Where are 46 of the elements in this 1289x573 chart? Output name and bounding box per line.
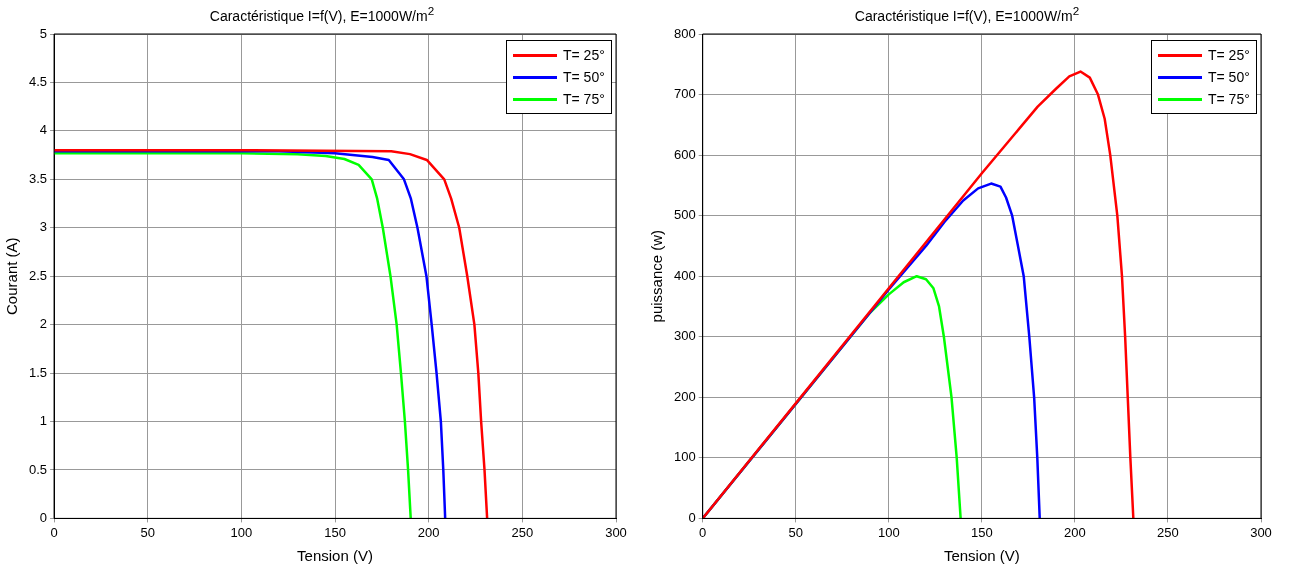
x-tick-label: 150 xyxy=(324,524,346,540)
y-tick-label: 700 xyxy=(673,86,696,102)
legend-label: T= 75° xyxy=(563,91,605,107)
x-tick-label: 50 xyxy=(140,524,155,540)
y-axis-title: puissance (w) xyxy=(648,229,666,323)
legend-label: T= 50° xyxy=(1208,69,1250,85)
y-tick-label: 400 xyxy=(673,267,696,283)
x-axis-title: Tension (V) xyxy=(943,547,1020,565)
y-axis-title: Courant (A) xyxy=(3,237,21,315)
x-tick-label: 50 xyxy=(788,524,803,540)
legend-label: T= 25° xyxy=(563,47,605,63)
y-tick-label: 1 xyxy=(39,413,48,429)
y-tick-label: 2 xyxy=(39,316,48,332)
chart-title: Caractéristique I=f(V), E=1000W/m$^{2}$ xyxy=(853,4,1081,24)
legend-label: T= 75° xyxy=(1208,91,1250,107)
y-tick-label: 4.5 xyxy=(28,74,48,90)
x-tick-label: 200 xyxy=(417,524,440,540)
chart-title: Caractéristique I=f(V), E=1000W/m$^{2}$ xyxy=(208,4,436,24)
y-tick-label: 3.5 xyxy=(28,170,48,186)
y-tick-label: 0 xyxy=(688,509,696,525)
x-tick-label: 100 xyxy=(230,524,253,540)
y-tick-label: 100 xyxy=(673,449,696,465)
x-tick-label: 150 xyxy=(970,524,993,540)
y-tick-label: 4 xyxy=(39,122,48,138)
y-tick-label: 0 xyxy=(39,509,48,525)
y-tick-label: 3 xyxy=(39,219,48,235)
y-tick-label: 300 xyxy=(673,328,696,344)
x-tick-label: 250 xyxy=(1157,524,1179,540)
y-tick-label: 600 xyxy=(673,146,696,162)
x-tick-label: 0 xyxy=(50,524,58,540)
y-tick-label: 200 xyxy=(673,388,696,404)
x-tick-label: 250 xyxy=(511,524,534,540)
y-tick-label: 5 xyxy=(39,25,48,41)
x-tick-label: 200 xyxy=(1064,524,1086,540)
x-axis-title: Tension (V) xyxy=(297,547,373,565)
y-tick-label: 0.5 xyxy=(28,461,48,477)
x-tick-label: 0 xyxy=(699,524,707,540)
x-tick-label: 300 xyxy=(1250,524,1272,540)
x-tick-label: 300 xyxy=(605,524,627,540)
y-tick-label: 2.5 xyxy=(28,267,48,283)
y-tick-label: 1.5 xyxy=(28,364,48,380)
y-tick-label: 500 xyxy=(673,207,696,223)
y-tick-label: 800 xyxy=(673,25,696,41)
legend-label: T= 50° xyxy=(563,69,605,85)
x-tick-label: 100 xyxy=(877,524,900,540)
legend-label: T= 25° xyxy=(1208,47,1250,63)
